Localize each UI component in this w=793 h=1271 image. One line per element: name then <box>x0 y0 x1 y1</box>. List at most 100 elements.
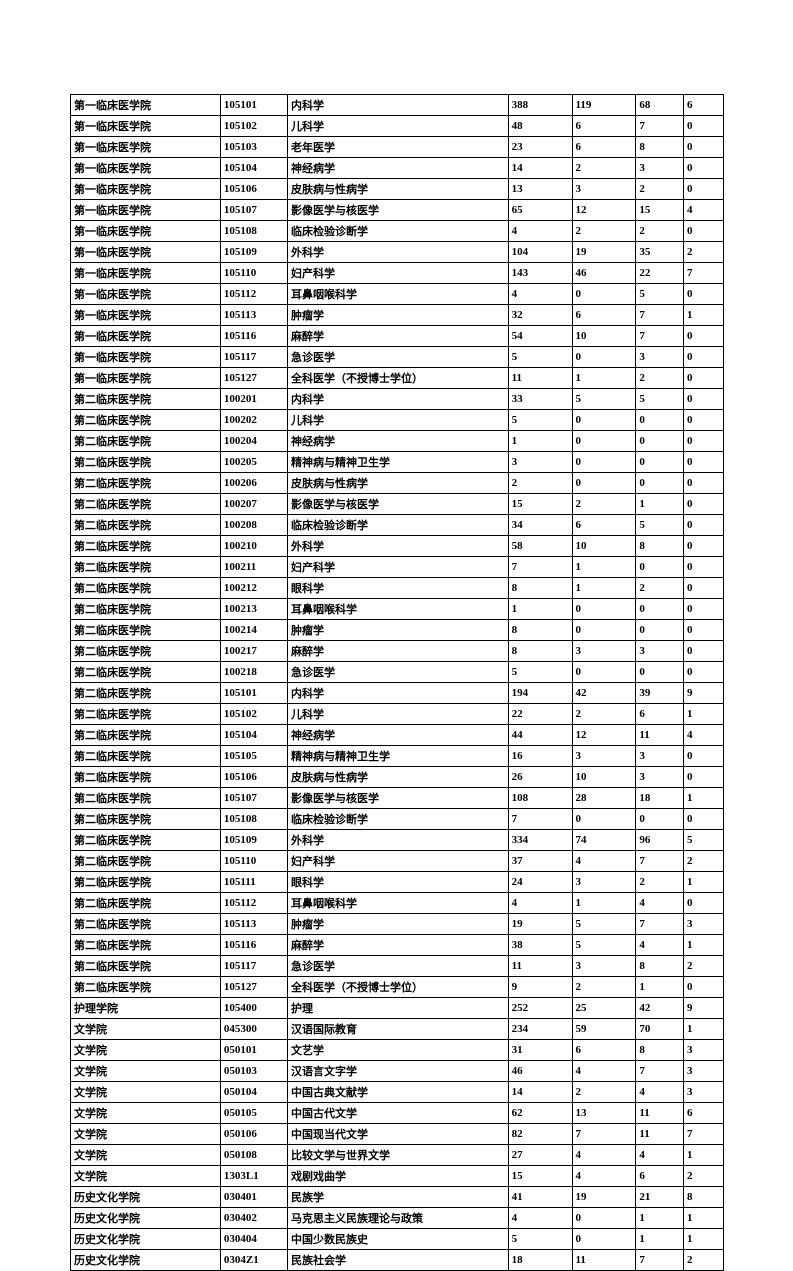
table-cell: 第二临床医学院 <box>71 662 221 683</box>
table-row: 第二临床医学院105108临床检验诊断学7000 <box>71 809 724 830</box>
table-cell: 41 <box>508 1187 572 1208</box>
table-cell: 0 <box>684 557 724 578</box>
table-cell: 0 <box>684 893 724 914</box>
table-cell: 第一临床医学院 <box>71 95 221 116</box>
table-cell: 105127 <box>220 977 287 998</box>
table-cell: 100204 <box>220 431 287 452</box>
table-cell: 麻醉学 <box>287 326 508 347</box>
table-cell: 1 <box>572 578 636 599</box>
table-cell: 0 <box>684 326 724 347</box>
table-row: 第二临床医学院100204神经病学1000 <box>71 431 724 452</box>
table-row: 第二临床医学院105112耳鼻咽喉科学4140 <box>71 893 724 914</box>
table-cell: 中国古代文学 <box>287 1103 508 1124</box>
table-row: 第二临床医学院100218急诊医学5000 <box>71 662 724 683</box>
table-cell: 1 <box>508 599 572 620</box>
table-cell: 8 <box>508 620 572 641</box>
table-cell: 5 <box>572 389 636 410</box>
table-cell: 第一临床医学院 <box>71 305 221 326</box>
table-cell: 12 <box>572 200 636 221</box>
table-cell: 第二临床医学院 <box>71 599 221 620</box>
table-cell: 民族社会学 <box>287 1250 508 1271</box>
table-row: 第一临床医学院105103老年医学23680 <box>71 137 724 158</box>
table-cell: 0 <box>684 158 724 179</box>
table-cell: 0 <box>572 431 636 452</box>
table-cell: 5 <box>572 914 636 935</box>
table-cell: 9 <box>684 683 724 704</box>
table-cell: 5 <box>508 662 572 683</box>
table-cell: 8 <box>508 578 572 599</box>
table-cell: 11 <box>636 1103 684 1124</box>
table-cell: 12 <box>572 725 636 746</box>
table-cell: 肿瘤学 <box>287 914 508 935</box>
table-cell: 0 <box>684 536 724 557</box>
table-cell: 中国古典文献学 <box>287 1082 508 1103</box>
table-cell: 32 <box>508 305 572 326</box>
table-cell: 10 <box>572 326 636 347</box>
table-cell: 0 <box>636 410 684 431</box>
table-cell: 2 <box>636 578 684 599</box>
table-cell: 3 <box>572 746 636 767</box>
table-cell: 100218 <box>220 662 287 683</box>
table-cell: 5 <box>636 284 684 305</box>
table-cell: 精神病与精神卫生学 <box>287 746 508 767</box>
table-cell: 0 <box>684 494 724 515</box>
table-cell: 0 <box>684 389 724 410</box>
table-cell: 第二临床医学院 <box>71 893 221 914</box>
table-cell: 历史文化学院 <box>71 1187 221 1208</box>
table-cell: 0 <box>572 662 636 683</box>
table-cell: 194 <box>508 683 572 704</box>
table-cell: 文学院 <box>71 1061 221 1082</box>
table-cell: 儿科学 <box>287 116 508 137</box>
table-cell: 第二临床医学院 <box>71 620 221 641</box>
table-cell: 2 <box>684 1166 724 1187</box>
table-cell: 4 <box>684 725 724 746</box>
table-cell: 8 <box>636 137 684 158</box>
table-row: 第二临床医学院100217麻醉学8330 <box>71 641 724 662</box>
table-cell: 0 <box>684 347 724 368</box>
table-cell: 0 <box>572 284 636 305</box>
table-cell: 42 <box>636 998 684 1019</box>
table-cell: 1 <box>636 494 684 515</box>
table-cell: 第二临床医学院 <box>71 536 221 557</box>
table-cell: 4 <box>572 851 636 872</box>
table-cell: 9 <box>684 998 724 1019</box>
table-cell: 2 <box>636 872 684 893</box>
table-cell: 105102 <box>220 116 287 137</box>
table-cell: 4 <box>508 893 572 914</box>
table-cell: 第二临床医学院 <box>71 809 221 830</box>
table-cell: 105104 <box>220 725 287 746</box>
table-cell: 5 <box>508 410 572 431</box>
table-cell: 耳鼻咽喉科学 <box>287 893 508 914</box>
table-cell: 0 <box>684 809 724 830</box>
table-cell: 9 <box>508 977 572 998</box>
table-cell: 2 <box>684 1250 724 1271</box>
table-row: 第二临床医学院100206皮肤病与性病学2000 <box>71 473 724 494</box>
table-cell: 急诊医学 <box>287 662 508 683</box>
table-cell: 105117 <box>220 956 287 977</box>
table-cell: 16 <box>508 746 572 767</box>
table-cell: 皮肤病与性病学 <box>287 473 508 494</box>
table-cell: 105116 <box>220 935 287 956</box>
table-row: 第二临床医学院105113肿瘤学19573 <box>71 914 724 935</box>
table-cell: 4 <box>572 1061 636 1082</box>
table-row: 第二临床医学院105109外科学33474965 <box>71 830 724 851</box>
table-row: 历史文化学院030402马克思主义民族理论与政策4011 <box>71 1208 724 1229</box>
table-cell: 护理 <box>287 998 508 1019</box>
table-cell: 妇产科学 <box>287 851 508 872</box>
table-cell: 0 <box>684 662 724 683</box>
table-row: 第二临床医学院100201内科学33550 <box>71 389 724 410</box>
table-cell: 31 <box>508 1040 572 1061</box>
table-cell: 1 <box>684 1229 724 1250</box>
table-cell: 第一临床医学院 <box>71 221 221 242</box>
table-cell: 文学院 <box>71 1124 221 1145</box>
table-cell: 第二临床医学院 <box>71 914 221 935</box>
table-cell: 42 <box>572 683 636 704</box>
table-cell: 7 <box>636 1250 684 1271</box>
table-cell: 105110 <box>220 263 287 284</box>
table-row: 文学院045300汉语国际教育23459701 <box>71 1019 724 1040</box>
table-cell: 11 <box>636 725 684 746</box>
table-cell: 0 <box>684 767 724 788</box>
table-cell: 神经病学 <box>287 431 508 452</box>
table-cell: 0 <box>572 809 636 830</box>
table-cell: 105101 <box>220 683 287 704</box>
